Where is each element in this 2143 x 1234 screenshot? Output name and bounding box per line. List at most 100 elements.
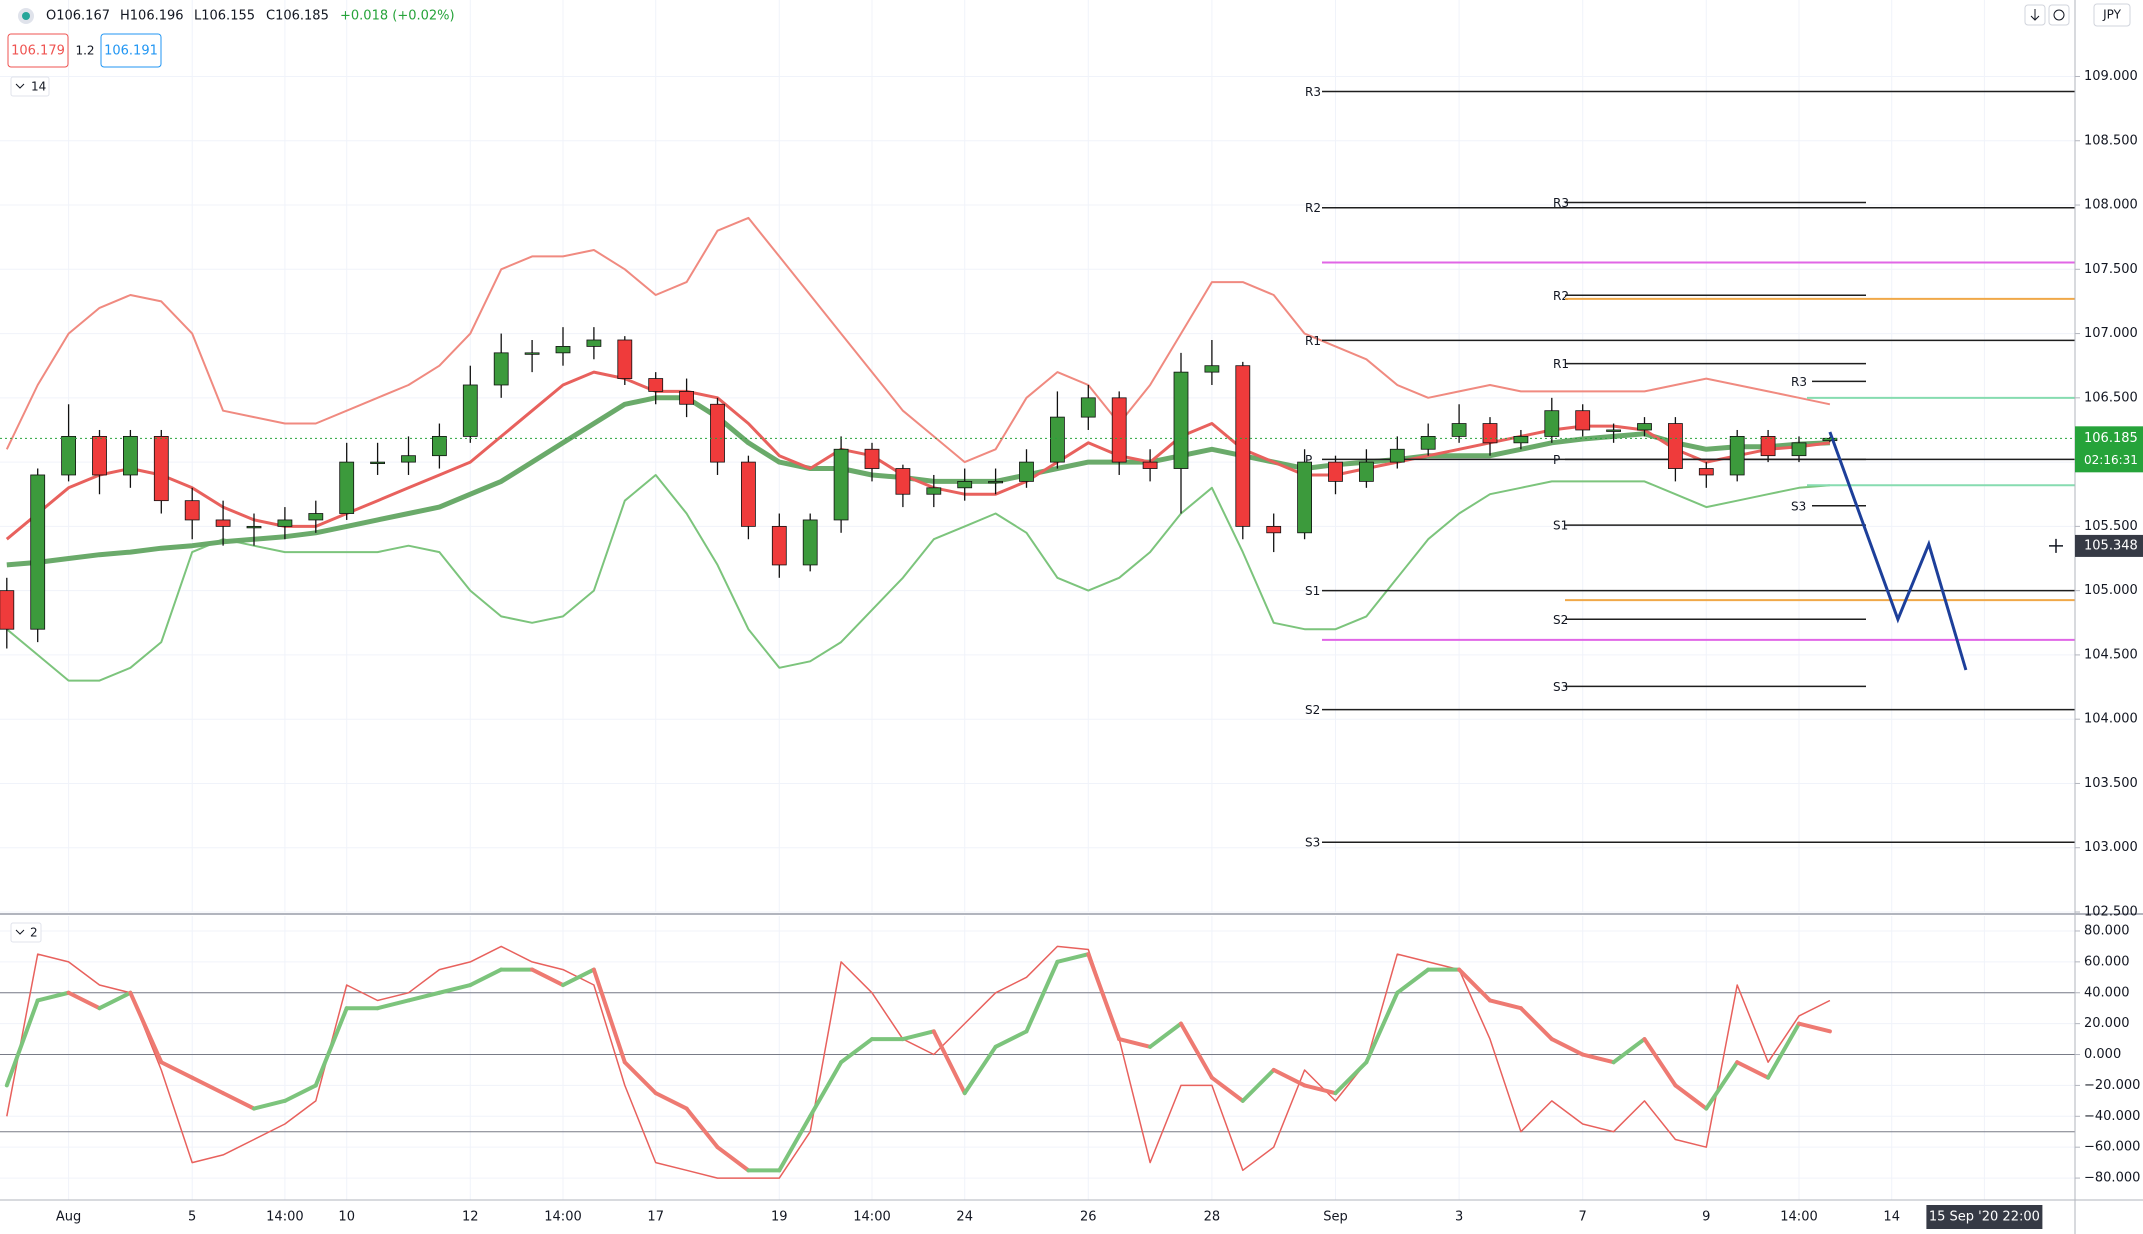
x-tick-label: Aug	[56, 1210, 81, 1225]
candle-body	[123, 435, 138, 476]
reset-button[interactable]	[2048, 4, 2070, 26]
y-tick-label: 0.000	[2084, 1047, 2121, 1062]
osc-main-segment	[4, 998, 40, 1088]
candle-body	[1328, 461, 1343, 482]
candle-body	[1451, 423, 1467, 437]
y-tick-label: −60.000	[2084, 1140, 2140, 1155]
x-tick-label: 14:00	[544, 1210, 581, 1225]
osc-main-segment	[1457, 967, 1492, 1003]
y-tick-label: 107.500	[2084, 262, 2138, 277]
osc-main-segment	[1797, 1021, 1832, 1034]
osc-main-segment	[1518, 1006, 1554, 1042]
osc-main-segment	[993, 1029, 1029, 1049]
x-tick-label: 3	[1455, 1210, 1463, 1225]
osc-main-segment	[684, 1106, 720, 1150]
arrow-icon	[2030, 9, 2040, 21]
currency: JPY	[2102, 8, 2122, 22]
candle-body	[802, 519, 818, 566]
y-tick-label: 108.000	[2084, 198, 2138, 213]
osc-main-segment	[1179, 1021, 1214, 1080]
crosshair-time-box	[1926, 1205, 2043, 1229]
osc-main-segment	[1735, 1060, 1771, 1080]
candle-body	[1266, 525, 1282, 534]
last-price-box	[2075, 426, 2143, 473]
crosshair-price-label: 105.348	[2084, 538, 2138, 553]
pivot-label: S2	[1553, 613, 1568, 627]
osc-main-segment	[159, 1060, 195, 1080]
candle-body	[493, 352, 509, 386]
bid-box[interactable]	[7, 33, 69, 68]
candle-body	[679, 391, 694, 405]
candle-body	[401, 455, 416, 463]
x-tick-label: 10	[338, 1210, 355, 1225]
chevron	[15, 929, 25, 935]
oscillator-toggle[interactable]	[10, 922, 42, 943]
osc-main-segment	[962, 1044, 998, 1096]
y-tick-label: 105.500	[2084, 519, 2138, 534]
candle-body	[1050, 416, 1065, 463]
candle-body	[92, 435, 107, 476]
candle-body	[1637, 423, 1652, 431]
x-tick-label: Sep	[1323, 1210, 1348, 1225]
osc-main-segment	[653, 1091, 689, 1111]
osc-main-segment	[66, 990, 102, 1011]
x-tick-label: 19	[771, 1210, 788, 1225]
candle-body	[864, 448, 880, 469]
pivot-label: R2	[1553, 289, 1569, 303]
x-tick-label: 14:00	[853, 1210, 890, 1225]
candle-body	[833, 448, 849, 521]
overlay-line	[5, 216, 1831, 464]
candle-body	[0, 590, 15, 630]
ask-box[interactable]	[100, 33, 162, 68]
x-tick-label: 28	[1204, 1210, 1221, 1225]
osc-main-segment	[1549, 1037, 1585, 1057]
osc-main-segment	[313, 1006, 349, 1088]
x-tick-label: 12	[462, 1210, 479, 1225]
pivot-label: R3	[1553, 196, 1569, 210]
osc-main-segment	[530, 967, 565, 988]
price-labels: 106.185 02:16:31 105.348	[0, 426, 2143, 557]
osc-main-segment	[777, 1114, 813, 1173]
indicator-toggle[interactable]	[10, 76, 50, 97]
overlay-line	[6, 395, 1831, 568]
indicator-length: 14	[31, 80, 46, 94]
pivot-label: P	[1553, 453, 1560, 467]
spread: 1.2	[75, 44, 94, 58]
x-tick-label: 14	[1883, 1210, 1900, 1225]
y-tick-label: 102.500	[2084, 905, 2138, 920]
y-tick-label: 104.500	[2084, 647, 2138, 662]
y-tick-label: 104.000	[2084, 712, 2138, 727]
ask-price: 106.191	[104, 44, 158, 59]
y-tick-label: −80.000	[2084, 1171, 2140, 1186]
pivot-label: S1	[1305, 584, 1320, 598]
pivot-label: R3	[1305, 85, 1321, 99]
change: +0.018 (+0.02%)	[340, 9, 455, 24]
y-tick-label: −40.000	[2084, 1109, 2140, 1124]
x-tick-label: 7	[1579, 1210, 1587, 1225]
projection-line	[1828, 431, 1968, 671]
candle-body	[1668, 423, 1683, 469]
osc-main-segment	[97, 990, 133, 1011]
pivot-label: S2	[1305, 703, 1320, 717]
candle-layer	[0, 327, 1968, 671]
x-tick-label: 24	[956, 1210, 973, 1225]
candle-body	[1791, 442, 1807, 457]
candle-body	[431, 435, 447, 457]
candle-body	[246, 525, 262, 529]
y-tick-label: 109.000	[2084, 69, 2138, 84]
pivot-label: P	[1305, 453, 1312, 467]
osc-main-segment	[1209, 1075, 1245, 1103]
x-tick-label: 5	[188, 1210, 196, 1225]
y-tick-label: 108.500	[2084, 133, 2138, 148]
osc-main-segment	[931, 1029, 967, 1096]
osc-main-segment	[1148, 1021, 1183, 1049]
currency-box[interactable]	[2093, 3, 2131, 27]
oscillator-length: 2	[30, 926, 38, 940]
osc-main-segment	[808, 1060, 844, 1119]
candle-body	[339, 461, 355, 514]
ohlc-close: C106.185	[266, 9, 329, 24]
candle-body	[1420, 435, 1436, 450]
chevron	[15, 83, 25, 89]
